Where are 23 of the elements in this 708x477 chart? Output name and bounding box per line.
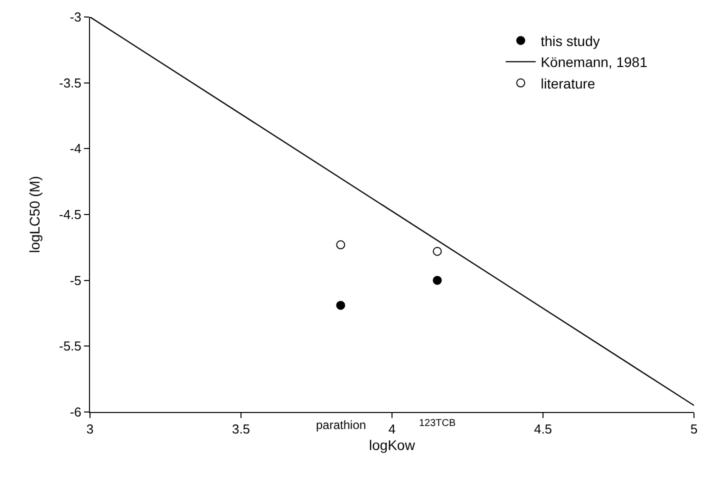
point (432, 276, 442, 285)
y-tick-label: -5.5 (58, 338, 82, 354)
y-tick-label: -5 (70, 272, 82, 288)
x-tick-label: 3.5 (232, 422, 250, 437)
point (336, 300, 346, 310)
y-tick-label: -4.5 (58, 207, 82, 222)
x-tick-label: 4.5 (534, 422, 552, 437)
text: parathion (316, 418, 366, 432)
text: 123TCB (419, 418, 456, 429)
y-tick-label: -3.5 (58, 75, 82, 90)
x-tick-label: 5 (690, 422, 698, 437)
x-axis-title: logKow (369, 436, 416, 453)
legend-label: literature (540, 75, 596, 92)
x-tick-label: 4 (388, 422, 396, 437)
y-axis-title: logLC50 (M) (26, 176, 43, 254)
point (432, 246, 442, 256)
y-tick-label: -4 (70, 141, 82, 156)
y-tick-label: -3 (70, 10, 82, 25)
y-tick-label: -6 (70, 404, 82, 420)
legend-label: Könemann, 1981 (540, 54, 648, 70)
legend-label: this study (540, 32, 600, 49)
point (336, 240, 346, 250)
x-tick-label: 3 (86, 422, 94, 437)
